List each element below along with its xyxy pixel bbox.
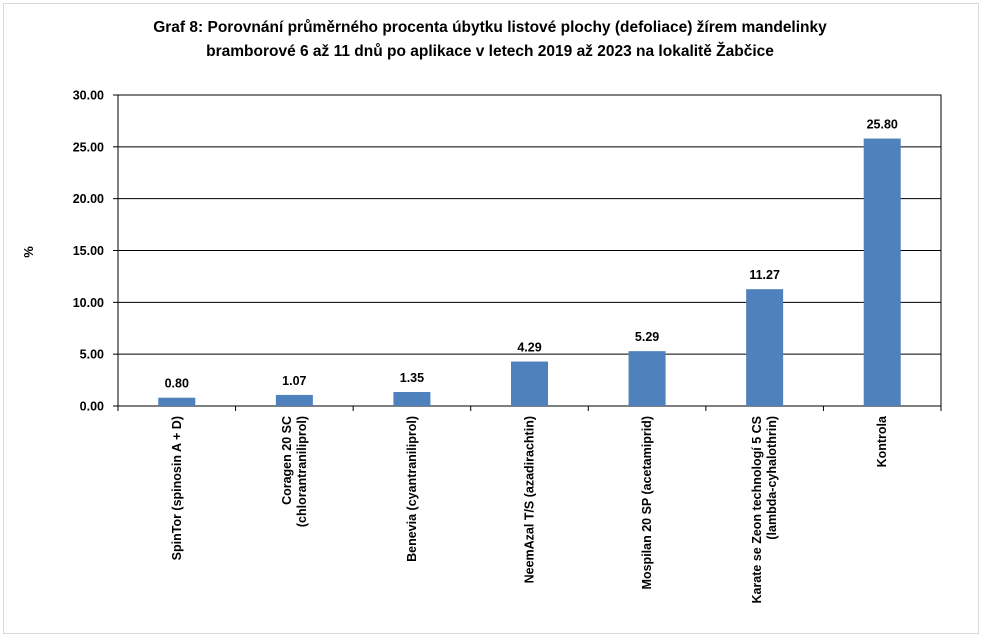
category-label-4: NeemAzal T/S (azadirachtin) [523, 416, 537, 583]
bar-2 [275, 394, 313, 406]
y-tick-label-1: 5.00 [80, 348, 104, 362]
category-label-3: Benevia (cyantraniliprol) [405, 416, 419, 562]
chart-title-line-2: bramborové 6 až 11 dnů po aplikace v let… [206, 42, 774, 60]
data-label-5: 5.29 [635, 330, 659, 344]
y-tick-label-5: 25.00 [73, 140, 104, 154]
category-label-5: Mospilan 20 SP (acetamiprid) [640, 416, 654, 589]
category-label-2-line-1: Coragen 20 SC [280, 416, 294, 505]
data-label-1: 0.80 [165, 377, 189, 391]
bar-5 [628, 351, 666, 406]
y-tick-label-0: 0.00 [80, 400, 104, 414]
y-axis-title: % [21, 246, 36, 258]
category-label-2-line-2: (chlorantraniliprol) [295, 416, 309, 527]
bar-6 [746, 289, 784, 406]
bar-1 [158, 397, 196, 406]
bar-4 [511, 361, 548, 406]
category-label-7: Kontrola [875, 415, 889, 467]
bar-3 [393, 392, 431, 406]
bar-7 [863, 138, 901, 407]
chart-title-line-1: Graf 8: Porovnání průměrného procenta úb… [153, 19, 827, 36]
y-tick-label-4: 20.00 [73, 192, 104, 206]
data-label-3: 1.35 [400, 371, 424, 385]
category-label-6-line-1: Karate se Zeon technologí 5 CS [750, 416, 764, 604]
data-label-4: 4.29 [517, 341, 541, 355]
data-label-6: 11.27 [749, 268, 780, 282]
category-label-1: SpinTor (spinosin A + D) [170, 416, 184, 560]
chart-frame [3, 3, 979, 634]
data-label-7: 25.80 [867, 118, 898, 132]
category-label-6-line-2: (lambda-cyhalothrin) [765, 416, 779, 540]
y-tick-label-3: 15.00 [73, 244, 104, 258]
y-tick-label-2: 10.00 [73, 296, 104, 310]
y-tick-label-6: 30.00 [73, 89, 104, 103]
data-label-2: 1.07 [282, 374, 306, 388]
